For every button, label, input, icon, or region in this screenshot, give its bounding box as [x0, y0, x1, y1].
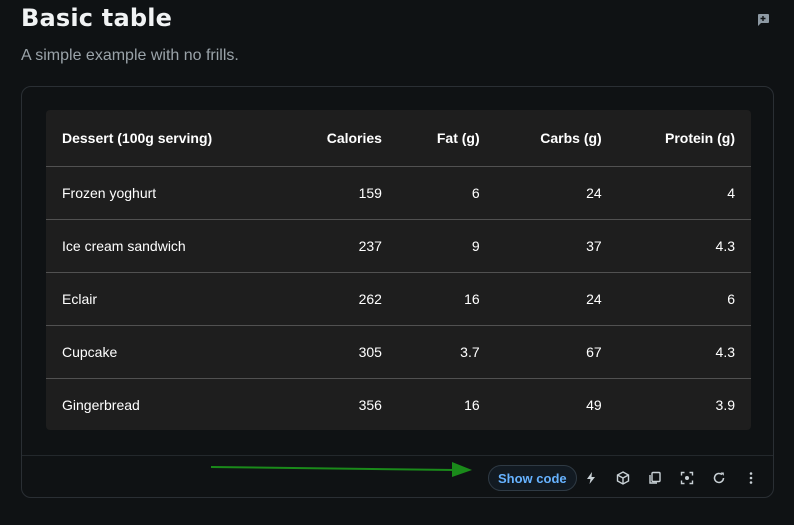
basic-table: Dessert (100g serving) Calories Fat (g) … — [46, 110, 751, 430]
cell-dessert: Eclair — [46, 272, 284, 326]
table-row: Gingerbread 356 16 49 3.9 — [46, 379, 751, 431]
cell-fat: 9 — [397, 219, 496, 273]
cell-protein: 3.9 — [715, 397, 735, 413]
cell-fat: 6 — [397, 166, 496, 220]
cell-calories: 159 — [284, 166, 398, 220]
cell-protein: 6 — [617, 272, 751, 326]
cell-dessert: Ice cream sandwich — [46, 219, 284, 273]
column-header-carbs: Carbs (g) — [495, 110, 618, 167]
copy-source-button[interactable] — [646, 469, 664, 487]
cell-protein: 4.3 — [617, 325, 751, 379]
page-subtitle: A simple example with no frills. — [21, 47, 239, 64]
cell-fat: 3.7 — [397, 325, 496, 379]
open-codesandbox-button[interactable] — [614, 469, 632, 487]
cell-dessert: Frozen yoghurt — [46, 166, 284, 220]
cell-carbs: 24 — [495, 272, 618, 326]
reset-icon — [713, 472, 725, 484]
page-title: Basic table — [21, 4, 173, 32]
cell-carbs: 67 — [495, 325, 618, 379]
bolt-icon — [587, 472, 595, 484]
cell-carbs: 24 — [495, 166, 618, 220]
column-header-fat: Fat (g) — [397, 110, 496, 167]
copy-icon — [649, 471, 661, 484]
cell-calories: 356 — [358, 397, 382, 413]
cell-carbs: 49 — [586, 397, 602, 413]
table-row: Eclair 262 16 24 6 — [46, 272, 751, 326]
table-row: Frozen yoghurt 159 6 24 4 — [46, 166, 751, 220]
more-icon — [749, 472, 753, 484]
comment-add-icon — [758, 14, 769, 26]
table-row: Ice cream sandwich 237 9 37 4.3 — [46, 219, 751, 273]
cell-calories: 237 — [284, 219, 398, 273]
column-header-dessert: Dessert (100g serving) — [46, 110, 284, 167]
reset-focus-button[interactable] — [678, 469, 696, 487]
cell-dessert: Cupcake — [46, 325, 284, 379]
cell-carbs: 37 — [495, 219, 618, 273]
screenshot-icon — [680, 471, 694, 485]
cube-icon — [616, 471, 630, 485]
feedback-button[interactable] — [754, 11, 772, 29]
more-options-button[interactable] — [742, 469, 760, 487]
cell-protein: 4.3 — [617, 219, 751, 273]
show-code-button[interactable]: Show code — [488, 465, 577, 491]
cell-calories: 305 — [284, 325, 398, 379]
toolbar-divider — [22, 455, 773, 456]
demo-container: Dessert (100g serving) Calories Fat (g) … — [21, 86, 774, 498]
table-header-row: Dessert (100g serving) Calories Fat (g) … — [46, 110, 751, 167]
reset-demo-button[interactable] — [710, 469, 728, 487]
open-stackblitz-button[interactable] — [582, 469, 600, 487]
column-header-protein: Protein (g) — [617, 110, 751, 167]
cell-protein: 4 — [617, 166, 751, 220]
cell-calories: 262 — [284, 272, 398, 326]
table-row: Cupcake 305 3.7 67 4.3 — [46, 325, 751, 379]
column-header-calories: Calories — [284, 110, 398, 167]
cell-fat: 16 — [397, 272, 496, 326]
annotation-arrow — [210, 462, 472, 477]
cell-dessert: Gingerbread — [62, 397, 140, 413]
cell-fat: 16 — [464, 397, 480, 413]
table-container: Dessert (100g serving) Calories Fat (g) … — [46, 110, 751, 430]
